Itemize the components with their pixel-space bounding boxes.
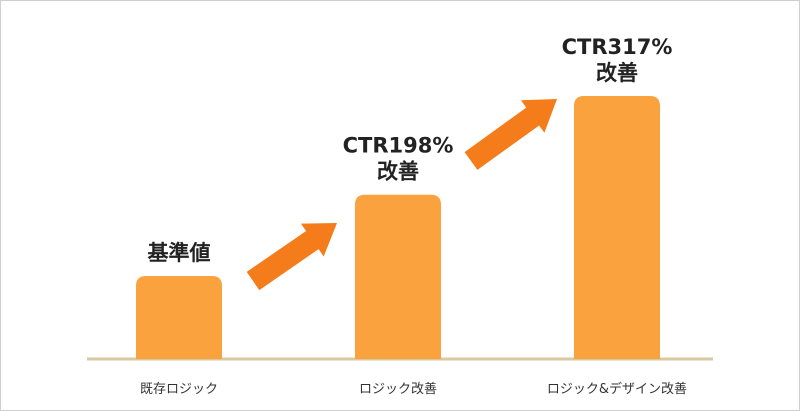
category-label-1: 既存ロジック [140, 382, 218, 397]
growth-arrow-2 [464, 99, 557, 170]
bar-1 [136, 276, 222, 359]
bar-label-3-line-1: CTR317% [562, 35, 673, 59]
bar-2 [355, 194, 441, 359]
growth-arrow-1 [246, 223, 337, 291]
bar-label-2-line-1: CTR198% [343, 134, 454, 158]
category-label-3: ロジック&デザイン改善 [547, 381, 687, 397]
bar-label-3-line-2: 改善 [596, 61, 638, 85]
bar-label-1-line-1: 基準値 [148, 241, 211, 265]
bar-3 [574, 96, 660, 359]
bar-label-2-line-2: 改善 [377, 160, 419, 184]
category-label-2: ロジック改善 [359, 381, 437, 397]
